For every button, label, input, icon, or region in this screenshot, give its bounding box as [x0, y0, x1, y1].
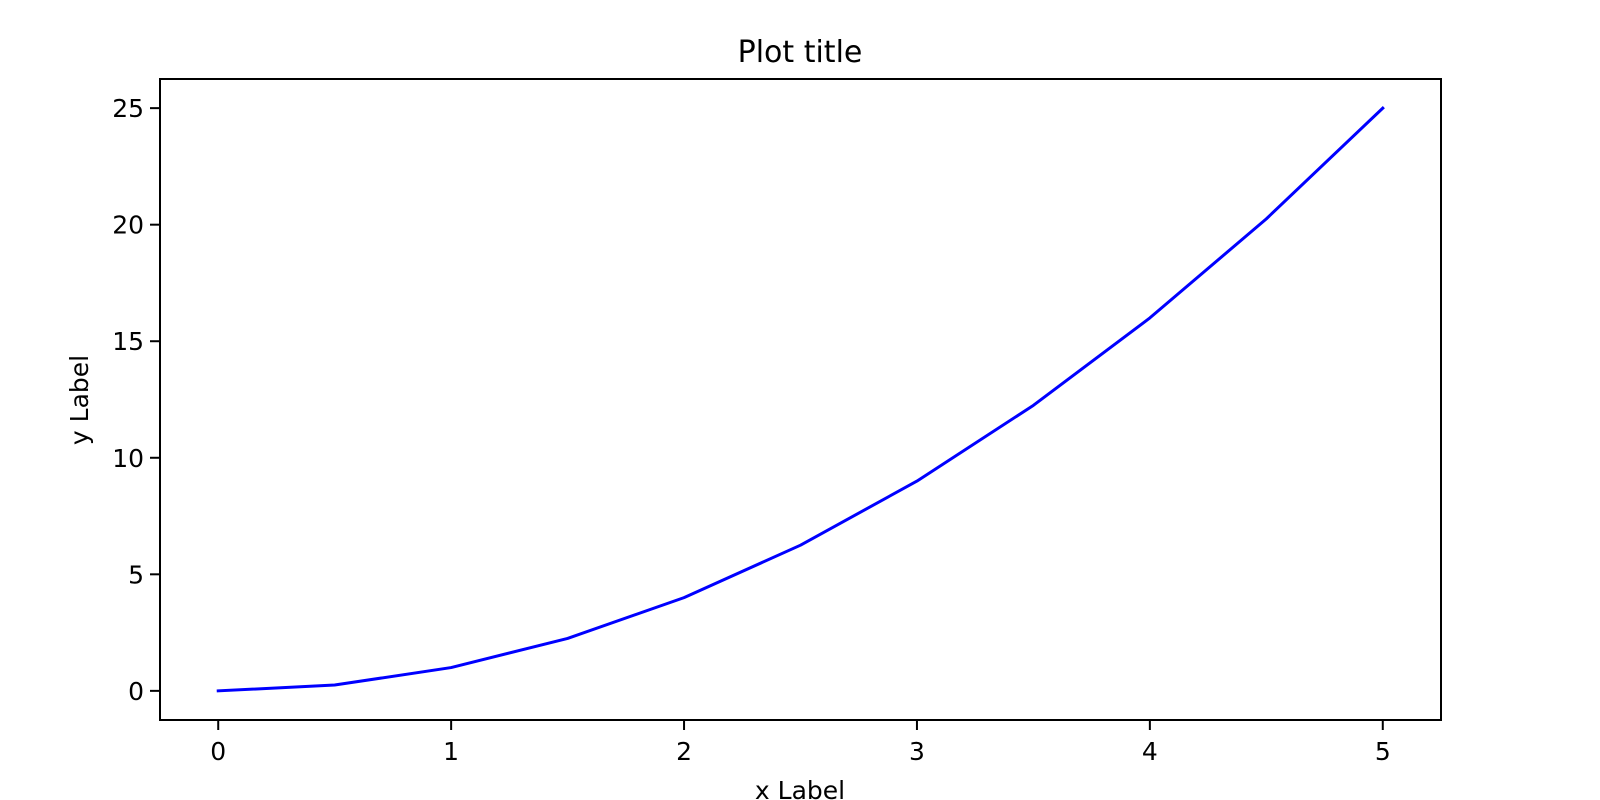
plot-area — [159, 78, 1442, 721]
x-tick-label: 0 — [210, 737, 226, 766]
y-tick-label: 15 — [112, 327, 144, 356]
x-axis: 0 1 2 3 4 5 — [210, 720, 1391, 766]
x-tick-label: 5 — [1375, 737, 1391, 766]
y-tick-label: 10 — [112, 444, 144, 473]
x-axis-label: x Label — [755, 776, 845, 800]
series-layer — [216, 106, 1385, 693]
x-tick-label: 1 — [443, 737, 459, 766]
x-tick-label: 2 — [676, 737, 692, 766]
y-tick-label: 0 — [128, 677, 144, 706]
x-tick-label: 4 — [1142, 737, 1158, 766]
y-axis: 0 5 10 15 20 25 — [112, 94, 160, 706]
y-tick-label: 20 — [112, 211, 144, 240]
x-tick-label: 3 — [909, 737, 925, 766]
y-tick-label: 25 — [112, 94, 144, 123]
series-line — [216, 106, 1385, 693]
y-tick-label: 5 — [128, 560, 144, 589]
chart-title: Plot title — [738, 35, 863, 70]
y-axis-label: y Label — [65, 355, 94, 445]
